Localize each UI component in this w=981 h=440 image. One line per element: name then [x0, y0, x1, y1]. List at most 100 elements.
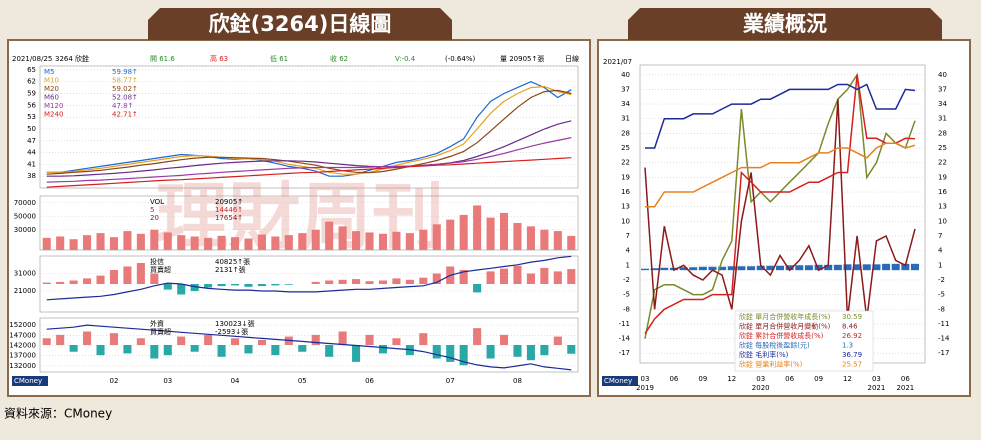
net-buy-bar [446, 345, 455, 362]
logo-box [602, 376, 638, 386]
eps-bar [853, 264, 862, 271]
legend-label: 外資 [150, 319, 164, 328]
legend-value: 42.71↑ [112, 111, 138, 119]
net-buy-bar [204, 284, 213, 288]
net-buy-bar [163, 345, 172, 356]
eps-bar [727, 266, 736, 271]
y-tick-label: 152000 [9, 321, 36, 329]
net-buy-bar [473, 328, 482, 345]
eps-bar [679, 267, 688, 271]
x-tick-label: 06 [365, 377, 374, 385]
header-item: (-0.64%) [445, 55, 475, 63]
ma-line [46, 137, 572, 183]
y2-tick-label: 34 [938, 100, 947, 108]
volume-bar [365, 232, 374, 250]
legend-box [734, 310, 874, 372]
series-line [644, 74, 916, 335]
y-tick-label: 137000 [9, 352, 36, 360]
net-buy-bar [257, 284, 266, 287]
legend-label: 欣銓 毛利率(%) [739, 350, 789, 359]
legend-label: 欣銓 營業利益率(%) [739, 360, 803, 369]
y-tick-label: 1 [626, 261, 630, 269]
legend-label: VOL [150, 198, 164, 206]
volume-bar [271, 236, 280, 250]
net-buy-bar [83, 278, 92, 284]
legend-label: M5 [44, 68, 55, 76]
logo-box [12, 376, 48, 386]
legend-value: 47.8↑ [112, 102, 133, 110]
logo: CMoney [604, 377, 632, 385]
y-tick-label: 38 [27, 172, 36, 180]
volume-bar [284, 235, 293, 250]
header-item: 開 61.6 [150, 55, 175, 63]
eps-bar [776, 265, 784, 271]
eps-bar [891, 263, 900, 271]
y2-tick-label: 4 [938, 247, 943, 255]
y-tick-label: 62 [27, 78, 36, 86]
net-buy-bar [325, 345, 334, 357]
y2-tick-label: 25 [938, 144, 947, 152]
y2-tick-label: -14 [938, 335, 950, 343]
source: 資料來源：CMoney [4, 407, 112, 421]
eps-bar [843, 264, 852, 271]
eps-bar [804, 265, 813, 271]
net-buy-bar [96, 345, 105, 356]
legend-value: 40825↑張 [215, 258, 250, 266]
header-item: 高 63 [210, 54, 228, 63]
y2-tick-label: 7 [938, 232, 942, 240]
y-tick-label: -14 [619, 335, 631, 343]
net-buy-bar [378, 280, 388, 284]
eps-bar [708, 266, 717, 271]
net-buy-bar [378, 345, 388, 354]
right-title: 業績概況 [743, 12, 827, 36]
x-tick-label: 07 [446, 377, 455, 385]
legend-label: 欣銓 每股稅後盈餘(元) [739, 341, 810, 350]
y2-tick-label: -2 [938, 276, 945, 284]
net-buy-bar [244, 284, 253, 287]
volume-bar [83, 235, 92, 250]
legend-label: 20 [150, 214, 159, 222]
legend-label: 買賣超 [150, 265, 171, 274]
net-buy-bar [486, 345, 495, 359]
y-tick-label: 34 [621, 100, 630, 108]
y-tick-label: 28 [621, 129, 630, 137]
net-buy-bar [177, 284, 186, 295]
volume-bar [459, 214, 468, 250]
net-buy-bar [271, 284, 280, 286]
net-buy-bar [311, 334, 320, 345]
eps-bar [911, 263, 919, 271]
y-tick-label: 47 [27, 137, 36, 145]
volume-bar [163, 232, 172, 250]
volume-bar [298, 233, 307, 250]
y-tick-label: 37 [621, 85, 630, 93]
logo: CMoney [14, 377, 42, 385]
y-tick-label: 53 [27, 113, 36, 121]
net-buy-bar [230, 284, 240, 286]
net-buy-bar [365, 281, 374, 284]
eps-bar [766, 265, 775, 271]
legend-label: 欣銓 單月合併營收年成長(%) [739, 312, 831, 321]
net-buy-bar [499, 334, 509, 345]
volume-bar [69, 239, 78, 250]
legend-value: 2131↑張 [215, 266, 246, 274]
net-buy-bar [109, 270, 119, 284]
y-tick-label: 31 [621, 115, 630, 123]
ma-line [46, 89, 572, 175]
legend-value: 59.02↑ [112, 85, 138, 93]
legend-value: 130023↓張 [215, 320, 255, 328]
eps-bar [872, 264, 881, 271]
volume-bar [526, 226, 535, 250]
y-tick-label: 7 [626, 232, 630, 240]
net-buy-bar [419, 333, 428, 345]
y-tick-label: 16 [621, 188, 630, 196]
volume-bar [204, 237, 213, 250]
net-buy-bar [136, 263, 145, 284]
legend-label: M120 [44, 102, 63, 110]
volume-bar [540, 229, 549, 250]
net-buy-bar [230, 338, 240, 345]
net-buy-bar [271, 345, 280, 356]
net-buy-bar [150, 273, 159, 284]
net-buy-bar [163, 284, 172, 290]
legend-value: 59.98↑ [112, 68, 138, 76]
x-tick-label: 06 [669, 375, 678, 383]
